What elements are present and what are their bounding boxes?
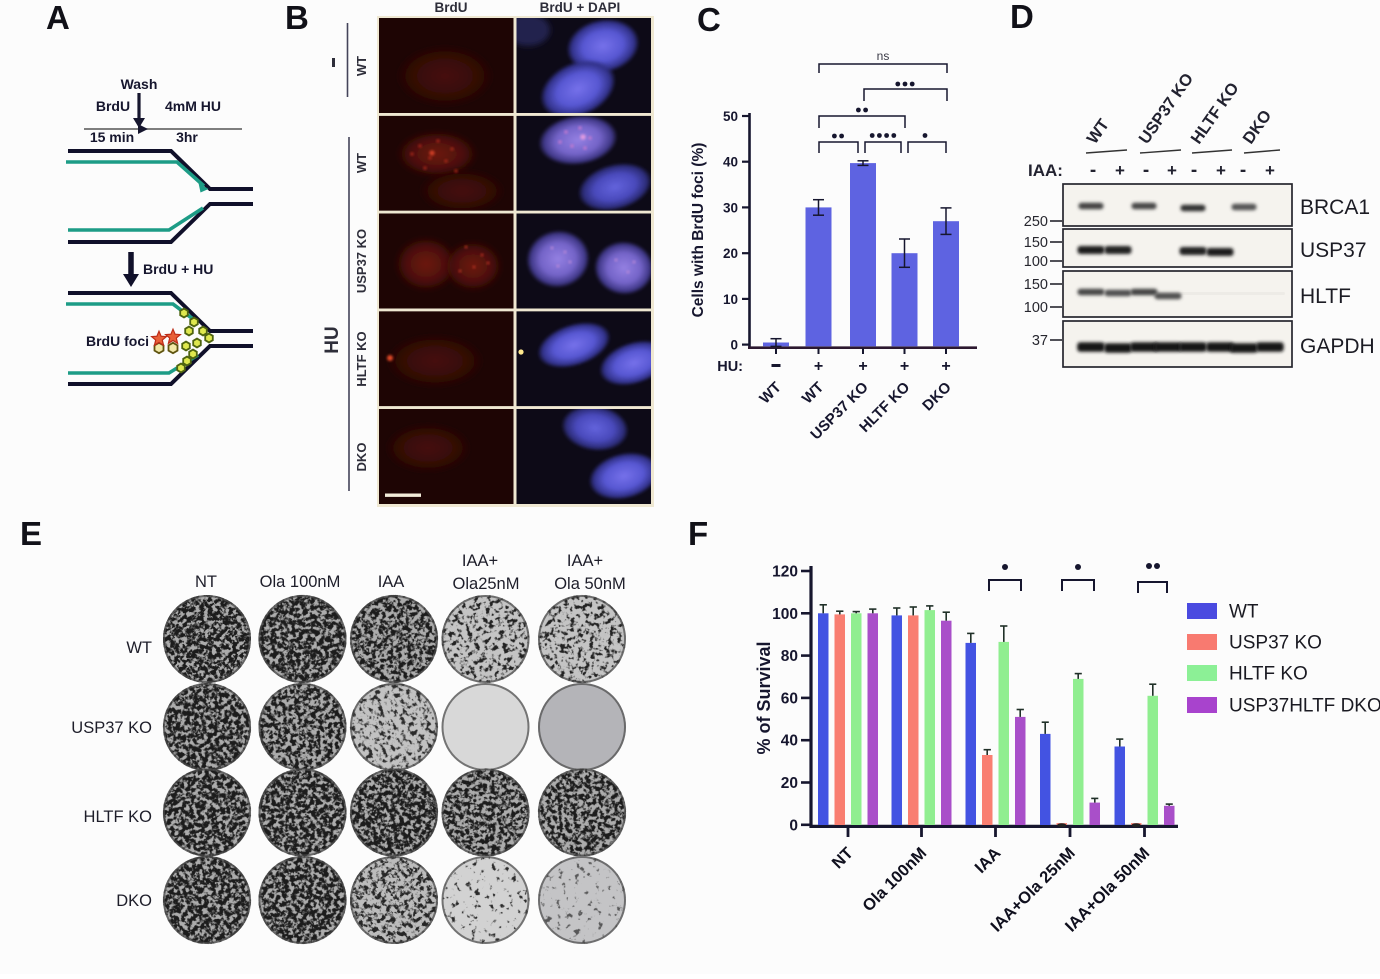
svg-text:HLTF KO: HLTF KO bbox=[1229, 664, 1308, 685]
svg-text:80: 80 bbox=[781, 648, 798, 665]
svg-text:3hr: 3hr bbox=[176, 129, 198, 145]
svg-text:60: 60 bbox=[781, 690, 798, 707]
svg-text:BrdU: BrdU bbox=[435, 0, 468, 15]
svg-text:37: 37 bbox=[1032, 333, 1048, 349]
svg-text:NT: NT bbox=[195, 573, 217, 591]
svg-text:+: + bbox=[814, 358, 823, 375]
svg-text:HU: HU bbox=[322, 326, 343, 353]
svg-text:4mM HU: 4mM HU bbox=[165, 98, 221, 114]
svg-text:HLTF: HLTF bbox=[1300, 285, 1351, 308]
svg-text:USP37HLTF DKO: USP37HLTF DKO bbox=[1229, 696, 1380, 717]
svg-text:% of Survival: % of Survival bbox=[754, 641, 774, 754]
svg-text:-: - bbox=[1090, 160, 1096, 181]
svg-text:GAPDH: GAPDH bbox=[1300, 335, 1375, 358]
svg-text:IAA+: IAA+ bbox=[567, 552, 603, 570]
svg-text:50: 50 bbox=[723, 109, 738, 124]
svg-text:WT: WT bbox=[126, 639, 152, 657]
svg-text:120: 120 bbox=[772, 564, 798, 581]
svg-text:+: + bbox=[1167, 161, 1177, 180]
svg-text:+: + bbox=[1216, 161, 1226, 180]
svg-text:100: 100 bbox=[772, 606, 798, 623]
svg-text:Ola 50nM: Ola 50nM bbox=[554, 575, 626, 593]
svg-text:IAA: IAA bbox=[378, 573, 405, 591]
svg-text:HLTF KO: HLTF KO bbox=[354, 331, 369, 386]
svg-text:BRCA1: BRCA1 bbox=[1300, 196, 1370, 219]
svg-text:BrdU + DAPI: BrdU + DAPI bbox=[540, 0, 621, 15]
svg-text:BrdU: BrdU bbox=[96, 98, 130, 114]
svg-text:+: + bbox=[1115, 161, 1125, 180]
svg-text:WT: WT bbox=[1229, 602, 1259, 623]
svg-text:20: 20 bbox=[781, 775, 798, 792]
svg-text:IAA:: IAA: bbox=[1028, 161, 1063, 180]
svg-text:Ola 100nM: Ola 100nM bbox=[260, 573, 341, 591]
svg-text:Wash: Wash bbox=[121, 76, 158, 92]
svg-text:100: 100 bbox=[1024, 254, 1048, 270]
svg-text:HLTF KO: HLTF KO bbox=[84, 808, 153, 826]
svg-text:WT: WT bbox=[354, 56, 369, 76]
svg-text:DKO: DKO bbox=[116, 892, 152, 910]
svg-text:+: + bbox=[858, 358, 867, 375]
svg-text:BrdU foci: BrdU foci bbox=[86, 333, 149, 349]
svg-text:30: 30 bbox=[723, 200, 738, 215]
svg-text:WT: WT bbox=[354, 153, 369, 173]
svg-text:F: F bbox=[688, 515, 708, 552]
svg-text:A: A bbox=[46, 0, 70, 36]
svg-text:USP37 KO: USP37 KO bbox=[354, 229, 369, 293]
svg-text:B: B bbox=[285, 0, 309, 36]
svg-text:0: 0 bbox=[789, 817, 798, 834]
svg-text:ns: ns bbox=[877, 49, 890, 63]
svg-text:DKO: DKO bbox=[354, 443, 369, 472]
svg-text:IAA+: IAA+ bbox=[462, 552, 498, 570]
svg-text:USP37 KO: USP37 KO bbox=[1229, 633, 1322, 654]
svg-text:E: E bbox=[20, 515, 42, 552]
svg-text:-: - bbox=[1240, 160, 1246, 181]
svg-text:C: C bbox=[697, 1, 721, 38]
svg-text:D: D bbox=[1010, 0, 1034, 35]
svg-text:20: 20 bbox=[723, 246, 738, 261]
svg-text:BrdU + HU: BrdU + HU bbox=[143, 261, 213, 277]
svg-text:+: + bbox=[1265, 161, 1275, 180]
svg-text:-: - bbox=[1143, 160, 1149, 181]
svg-text:+: + bbox=[941, 358, 950, 375]
svg-text:15 min: 15 min bbox=[90, 129, 134, 145]
svg-text:250: 250 bbox=[1024, 214, 1048, 230]
svg-text:40: 40 bbox=[781, 733, 798, 750]
svg-text:100: 100 bbox=[1024, 300, 1048, 316]
svg-text:USP37: USP37 bbox=[1300, 239, 1367, 262]
svg-text:USP37 KO: USP37 KO bbox=[71, 719, 152, 737]
svg-text:150: 150 bbox=[1024, 277, 1048, 293]
svg-text:Ola25nM: Ola25nM bbox=[453, 575, 520, 593]
svg-text:150: 150 bbox=[1024, 235, 1048, 251]
svg-text:0: 0 bbox=[730, 338, 738, 353]
svg-text:-: - bbox=[1191, 160, 1197, 181]
svg-text:Cells with BrdU foci (%): Cells with BrdU foci (%) bbox=[690, 143, 707, 318]
svg-text:40: 40 bbox=[723, 155, 738, 170]
svg-text:+: + bbox=[900, 358, 909, 375]
svg-text:HU:: HU: bbox=[717, 359, 743, 375]
svg-text:10: 10 bbox=[723, 292, 738, 307]
